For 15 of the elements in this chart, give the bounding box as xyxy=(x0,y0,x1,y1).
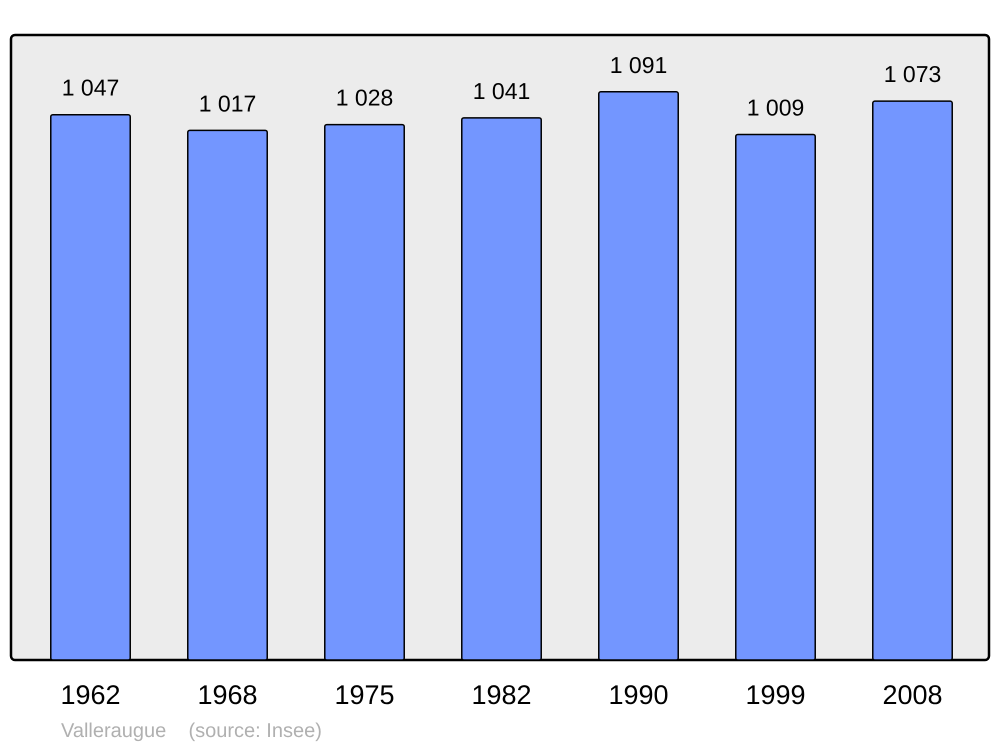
x-tick-label: 1975 xyxy=(334,680,395,710)
data-label: 1 073 xyxy=(884,61,942,88)
x-tick-label: 1962 xyxy=(60,680,121,710)
text: Valleraugue (source: Insee) xyxy=(61,720,322,742)
data-label: 1 028 xyxy=(336,84,394,111)
data-label: 1 009 xyxy=(746,94,804,120)
x-tick-label: 1982 xyxy=(471,680,532,710)
data-label: 1 047 xyxy=(62,74,120,101)
x-tick-label: 2008 xyxy=(882,680,943,710)
data-label: 1 041 xyxy=(472,78,530,104)
x-tick-label: 1990 xyxy=(608,680,669,710)
data-label: 1 091 xyxy=(610,52,668,78)
x-tick-label: 1999 xyxy=(745,680,806,710)
data-label: 1 017 xyxy=(198,90,256,116)
x-tick-label: 1968 xyxy=(197,680,258,710)
